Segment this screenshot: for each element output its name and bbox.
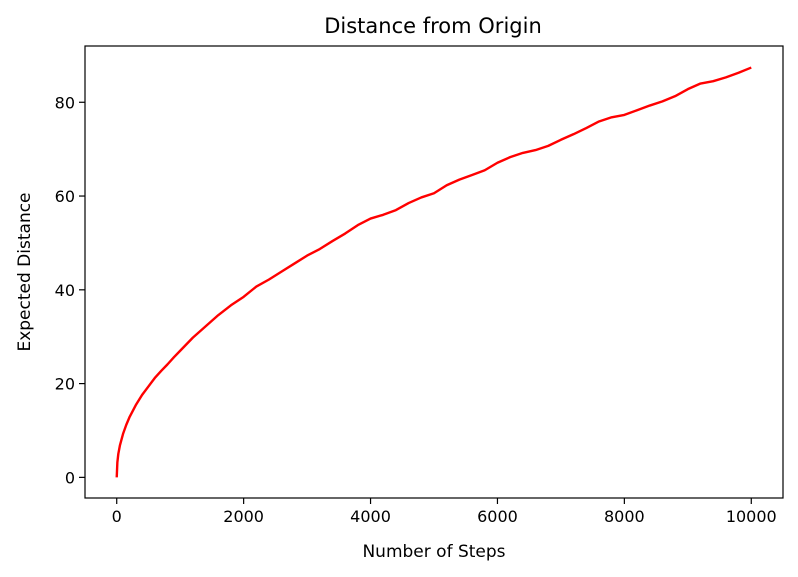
y-tick-label: 80 [55, 93, 75, 112]
y-tick-label: 60 [55, 187, 75, 206]
x-tick-label: 0 [112, 507, 122, 526]
x-axis-label: Number of Steps [362, 542, 505, 562]
series-line [115, 66, 752, 478]
y-tick-label: 40 [55, 281, 75, 300]
y-tick-label: 0 [65, 468, 75, 487]
chart-title: Distance from Origin [324, 14, 542, 38]
x-tick-label: 2000 [223, 507, 264, 526]
y-axis-ticks: 0 20 40 60 80 [55, 93, 85, 487]
x-tick-label: 8000 [604, 507, 645, 526]
plot-area-frame [84, 45, 784, 499]
x-tick-label: 10000 [726, 507, 777, 526]
x-tick-label: 6000 [477, 507, 518, 526]
x-axis-ticks: 0 2000 4000 6000 8000 10000 [112, 498, 777, 526]
y-axis-label: Expected Distance [15, 192, 35, 351]
y-tick-label: 20 [55, 375, 75, 394]
x-tick-label: 4000 [350, 507, 391, 526]
